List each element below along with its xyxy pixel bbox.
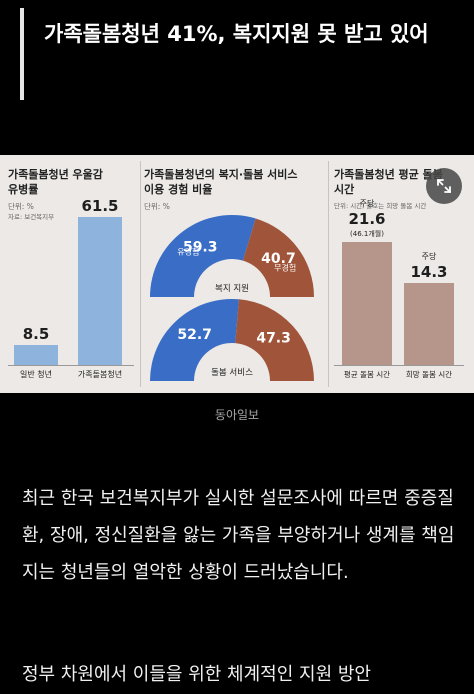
panel-separator	[328, 161, 329, 387]
bar-value-label: 21.6	[348, 209, 386, 228]
panel2-title-line1: 가족돌봄청년의 복지·돌봄 서비스	[144, 168, 298, 181]
arch-slice-experienced	[150, 298, 239, 381]
axis-baseline	[8, 365, 134, 366]
axis-baseline	[334, 365, 464, 366]
bar-top-label: 주당	[421, 252, 437, 262]
bar	[404, 283, 454, 365]
panel1-source: 자료: 보건복지부	[8, 213, 55, 221]
image-source-caption: 동아일보	[214, 408, 260, 422]
panel-service-experience: 가족돌봄청년의 복지·돌봄 서비스 이용 경험 비율 단위: % 59.3 40.…	[144, 155, 324, 393]
post-title: 가족돌봄청년 41%, 복지지원 못 받고 있어	[44, 22, 429, 46]
bar	[14, 344, 58, 365]
panel1-unit: 단위: %	[8, 202, 34, 211]
expand-image-button[interactable]	[426, 168, 462, 204]
bar-value-label: 61.5	[81, 197, 119, 216]
bar-category-label: 일반 청년	[20, 370, 52, 379]
panel-depression-rate: 가족돌봄청년 우울감 유병률 단위: % 자료: 보건복지부 8.5 일반 청년 6…	[8, 155, 138, 393]
post-title-block: 가족돌봄청년 41%, 복지지원 못 받고 있어	[20, 8, 460, 100]
bar-value-label: 8.5	[22, 324, 50, 343]
panel2-unit: 단위: %	[144, 202, 170, 211]
arch-slice-not-experienced	[235, 299, 314, 381]
infographic-image[interactable]: 가족돌봄청년 우울감 유병률 단위: % 자료: 보건복지부 8.5 일반 청년 6…	[0, 155, 474, 393]
panel-care-hours: 가족돌봄청년 평균 돌봄 시간 단위: 시간, 괄호는 희망 돌봄 시간 21.…	[334, 155, 468, 393]
panel3-title-line1: 가족돌봄청년 평균 돌봄	[334, 168, 443, 181]
arch-legend-label: 유경험	[177, 247, 199, 257]
arch-center-label: 돌봄 서비스	[211, 368, 253, 378]
arch-value-label: 52.7	[177, 327, 212, 343]
panel3-title-line2: 시간	[334, 183, 355, 196]
panel-separator	[140, 161, 141, 387]
bar	[78, 217, 122, 365]
bar	[342, 241, 392, 365]
arch-legend-label: 무경험	[274, 263, 296, 273]
arch-value-label: 40.7	[261, 251, 296, 267]
arch-slice-not-experienced	[242, 218, 314, 297]
bar-category-label: 평균 돌봄 시간	[343, 370, 391, 379]
bar-category-label: 희망 돌봄 시간	[405, 370, 453, 379]
panel2-title-line2: 이용 경험 비율	[144, 183, 213, 196]
article-paragraph: 정부 차원에서 이들을 위한 체계적인 지원 방안	[22, 664, 371, 685]
panel3-unit: 단위: 시간, 괄호는 희망 돌봄 시간	[334, 202, 427, 210]
arch-value-label: 47.3	[256, 330, 291, 346]
arch-value-label: 59.3	[183, 239, 218, 255]
arch-center-label: 복지 지원	[215, 284, 249, 294]
panel1-title-line2: 유병률	[8, 183, 39, 196]
expand-arrows-icon	[437, 179, 451, 193]
bar-top-label: 주당	[359, 198, 375, 208]
panel1-title-line1: 가족돌봄청년 우울감	[8, 168, 103, 181]
bar-value-label: 14.3	[410, 263, 448, 282]
arch-slice-experienced	[150, 215, 256, 297]
article-paragraph: 최근 한국 보건복지부가 실시한 설문조사에 따르면 중증질환, 장애, 정신질…	[22, 488, 455, 583]
bar-extra-label: (46.1개월)	[350, 229, 384, 238]
bar-category-label: 가족돌봄청년	[77, 370, 123, 379]
